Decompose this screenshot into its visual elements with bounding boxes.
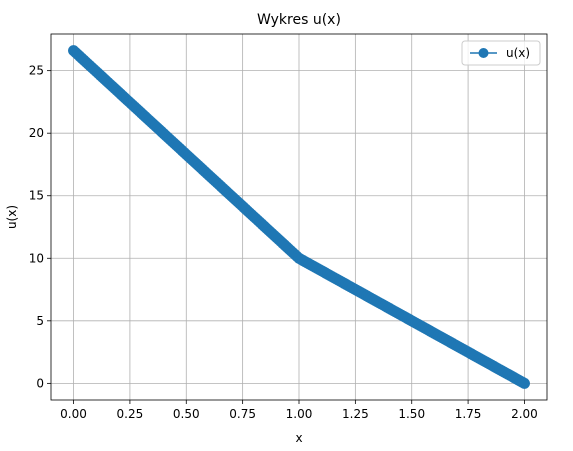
x-tick-label: 0.00 (60, 407, 87, 421)
y-tick-label: 20 (29, 126, 44, 140)
chart-title: Wykres u(x) (257, 12, 341, 28)
legend-box (461, 40, 541, 66)
x-tick-label: 0.50 (173, 407, 200, 421)
y-axis-label: u(x) (5, 205, 19, 229)
x-tick-label: 0.25 (117, 407, 144, 421)
legend: u(x) (461, 40, 541, 66)
y-tick-label: 5 (36, 314, 44, 328)
ticks: 0.00 0.25 0.50 0.75 1.00 1.25 1.50 1.75 2.00 0 5 10… (29, 64, 538, 421)
x-tick-label: 1.00 (286, 407, 313, 421)
series-layer (68, 45, 530, 389)
x-tick-label: 1.25 (342, 407, 369, 421)
x-tick-label: 0.75 (229, 407, 256, 421)
y-tick-label: 25 (29, 64, 44, 78)
y-tick-label: 15 (29, 189, 44, 203)
x-tick-label: 1.75 (455, 407, 482, 421)
y-tick-label: 0 (36, 376, 44, 390)
x-tick-label: 1.50 (398, 407, 425, 421)
data-point (518, 377, 530, 389)
legend-label: u(x) (506, 46, 530, 60)
x-axis-label: x (295, 431, 302, 445)
x-tick-label: 2.00 (511, 407, 538, 421)
y-tick-label: 10 (29, 251, 44, 265)
grid (51, 34, 547, 400)
legend-marker (478, 48, 489, 58)
